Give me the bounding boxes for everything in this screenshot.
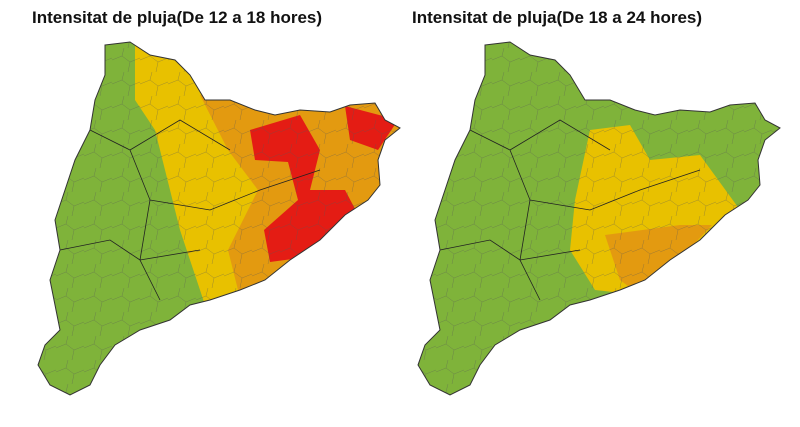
map-title: Intensitat de pluja(De 18 a 24 hores) (412, 8, 702, 27)
rain-map-left (37, 41, 401, 396)
map-title: Intensitat de pluja(De 12 a 18 hores) (32, 8, 322, 27)
rain-map-right (417, 41, 781, 396)
